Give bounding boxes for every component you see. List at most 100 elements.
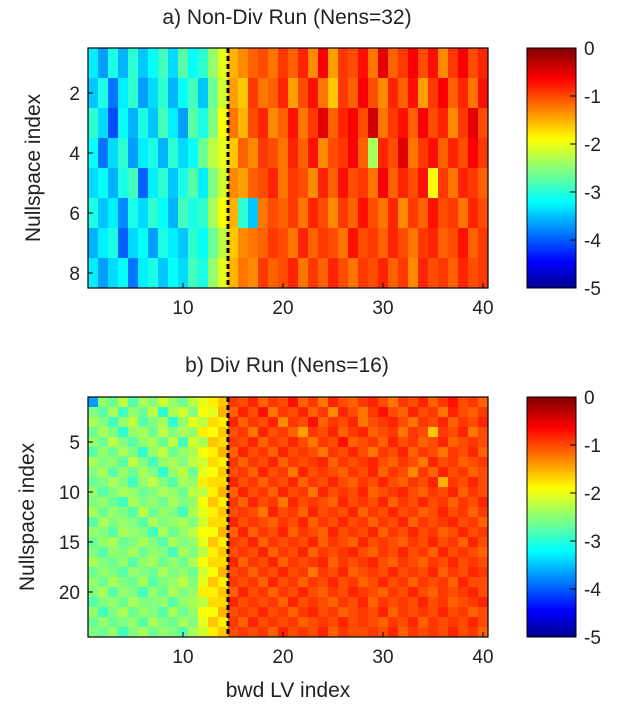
heatmap-a-cell	[448, 168, 459, 199]
heatmap-a-cell	[458, 48, 469, 79]
heatmap-b-cell	[228, 537, 239, 548]
heatmap-b-cell	[248, 407, 259, 418]
heatmap-b-cell	[218, 537, 229, 548]
heatmap-b-cell	[418, 467, 429, 478]
heatmap-b-cell	[348, 547, 359, 558]
heatmap-b-cell	[298, 627, 309, 638]
heatmap-b-cell	[208, 547, 219, 558]
heatmap-b-cell	[428, 607, 439, 618]
heatmap-b-cell	[468, 407, 479, 418]
heatmap-b-cell	[458, 607, 469, 618]
heatmap-b-cell	[348, 427, 359, 438]
heatmap-b-cell	[388, 397, 399, 408]
heatmap-b-cell	[318, 627, 329, 638]
heatmap-a-cell	[168, 108, 179, 139]
heatmap-b-cell	[408, 397, 419, 408]
heatmap-b-cell	[218, 397, 229, 408]
heatmap-a-cell	[298, 258, 309, 289]
heatmap-b-cell	[398, 547, 409, 558]
heatmap-b-cell	[148, 577, 159, 588]
heatmap-a-cell	[348, 198, 359, 229]
heatmap-b-cell	[88, 557, 99, 568]
heatmap-b-cell	[468, 577, 479, 588]
heatmap-b-cell	[258, 407, 269, 418]
heatmap-a-cell	[478, 108, 489, 139]
heatmap-b-cell	[178, 437, 189, 448]
heatmap-b-cell	[288, 497, 299, 508]
heatmap-b-cell	[208, 517, 219, 528]
heatmap-b-cell	[318, 527, 329, 538]
heatmap-b-cell	[338, 477, 349, 488]
heatmap-b-cell	[138, 467, 149, 478]
colorbar-tick-label: -3	[584, 183, 601, 204]
heatmap-b-cell	[138, 397, 149, 408]
heatmap-b-cell	[398, 487, 409, 498]
heatmap-a-cell	[218, 228, 229, 259]
heatmap-b-cell	[108, 527, 119, 538]
heatmap-b-cell	[478, 557, 489, 568]
heatmap-b-cell	[418, 557, 429, 568]
heatmap-b-cell	[328, 467, 339, 478]
heatmap-b-cell	[238, 567, 249, 578]
heatmap-b-cell	[378, 607, 389, 618]
heatmap-b-cell	[298, 497, 309, 508]
x-tick-label: 20	[272, 647, 293, 668]
heatmap-b-cell	[188, 597, 199, 608]
heatmap-b-cell	[218, 477, 229, 488]
heatmap-b-cell	[468, 607, 479, 618]
heatmap-b-cell	[108, 627, 119, 638]
colorbar-b-ticks: 0 -1 -2 -3 -4 -5	[570, 388, 601, 649]
heatmap-b-cell	[208, 507, 219, 518]
heatmap-b-cell	[228, 527, 239, 538]
heatmap-a-cell	[348, 228, 359, 259]
x-ticks-b: 10 20 30 40	[172, 632, 494, 668]
heatmap-b-cell	[328, 617, 339, 628]
heatmap-b-cell	[188, 607, 199, 618]
heatmap-b-cell	[418, 517, 429, 528]
heatmap-b-cell	[98, 597, 109, 608]
heatmap-a-cell	[138, 138, 149, 169]
heatmap-b-cell	[438, 397, 449, 408]
heatmap-b-cell	[128, 417, 139, 428]
heatmap-b-cell	[438, 497, 449, 508]
heatmap-b-cell	[378, 517, 389, 528]
heatmap-b-cell	[218, 597, 229, 608]
heatmap-b-cell	[408, 517, 419, 528]
heatmap-b-cell	[148, 487, 159, 498]
heatmap-b-cell	[148, 567, 159, 578]
heatmap-b-cell	[198, 547, 209, 558]
heatmap-b-cell	[248, 567, 259, 578]
heatmap-a-cell	[258, 258, 269, 289]
heatmap-b-cell	[358, 477, 369, 488]
heatmap-b-cell	[458, 527, 469, 538]
heatmap-b-cell	[168, 557, 179, 568]
heatmap-b-cell	[318, 607, 329, 618]
heatmap-a-cell	[168, 228, 179, 259]
heatmap-b-cell	[418, 507, 429, 518]
heatmap-b-cell	[308, 437, 319, 448]
heatmap-b-cell	[198, 397, 209, 408]
heatmap-b-cell	[438, 507, 449, 518]
heatmap-b-cell	[358, 487, 369, 498]
heatmap-b-cell	[228, 557, 239, 568]
heatmap-b-cell	[98, 497, 109, 508]
heatmap-b-cell	[278, 457, 289, 468]
heatmap-b-cell	[408, 527, 419, 538]
heatmap-b-cell	[478, 477, 489, 488]
heatmap-b-cell	[258, 417, 269, 428]
heatmap-b-cell	[118, 557, 129, 568]
heatmap-b-cell	[138, 527, 149, 538]
heatmap-b-cell	[468, 417, 479, 428]
heatmap-b-cell	[168, 437, 179, 448]
heatmap-a-cell	[418, 48, 429, 79]
heatmap-b-cell	[158, 537, 169, 548]
heatmap-b-cell	[158, 527, 169, 538]
heatmap-b-cell	[308, 547, 319, 558]
heatmap-b-cell	[288, 607, 299, 618]
heatmap-b-cell	[238, 577, 249, 588]
heatmap-b-cell	[258, 427, 269, 438]
heatmap-b-cell	[368, 487, 379, 498]
heatmap-a-cell	[158, 228, 169, 259]
heatmap-b-cell	[408, 427, 419, 438]
heatmap-b-cell	[88, 537, 99, 548]
